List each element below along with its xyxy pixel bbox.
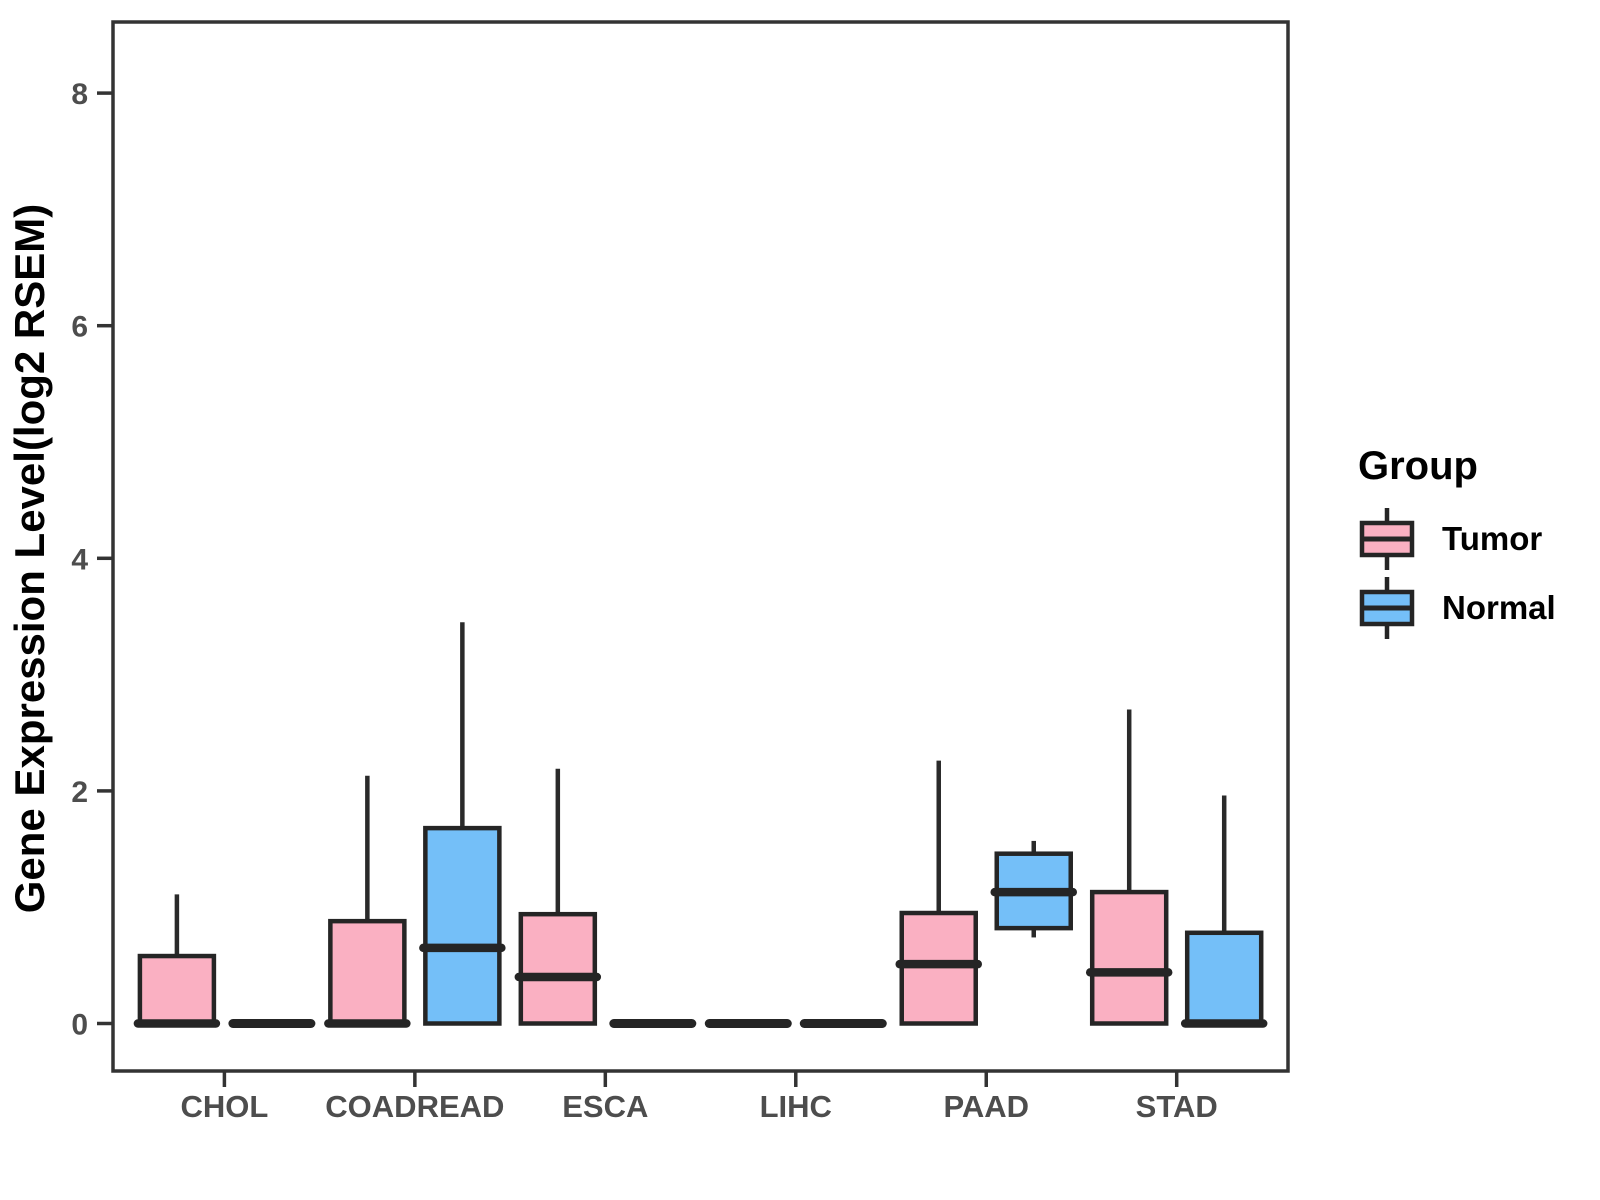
y-axis-tick-label: 6	[71, 311, 88, 344]
y-axis-tick-label: 0	[71, 1009, 88, 1042]
legend-entry-normal: Normal	[1358, 573, 1556, 642]
y-axis-title: Gene Expression Level(log2 RSEM)	[6, 204, 53, 914]
box-tumor-CHOL	[137, 953, 217, 1026]
x-axis-tick-label: COADREAD	[325, 1089, 504, 1124]
legend-label-normal: Normal	[1442, 588, 1556, 626]
legend-label-tumor: Tumor	[1442, 519, 1543, 557]
x-axis-tick-label: PAAD	[943, 1089, 1029, 1124]
legend: Group Tumor Normal	[1358, 444, 1556, 642]
legend-entry-tumor: Tumor	[1358, 504, 1556, 573]
panel-border	[111, 20, 1290, 1073]
box-tumor-STAD	[1089, 889, 1169, 1026]
y-axis-tick-label: 4	[71, 543, 88, 576]
x-axis-tick-label: LIHC	[760, 1089, 832, 1124]
y-axis-tick-label: 2	[71, 776, 88, 809]
x-axis-tick-label: STAD	[1136, 1089, 1218, 1124]
x-axis-tick-label: CHOL	[180, 1089, 268, 1124]
box-normal-STAD	[1184, 930, 1264, 1026]
legend-title: Group	[1358, 444, 1478, 488]
box-tumor-ESCA	[518, 911, 598, 1026]
x-axis-tick-label: ESCA	[562, 1089, 648, 1124]
box-tumor-COADREAD	[328, 918, 407, 1026]
boxplot-key-icon	[1359, 507, 1415, 570]
y-axis-tick-label: 8	[71, 78, 88, 111]
box-normal-COADREAD	[423, 825, 502, 1026]
boxplot-key-icon	[1359, 576, 1415, 639]
